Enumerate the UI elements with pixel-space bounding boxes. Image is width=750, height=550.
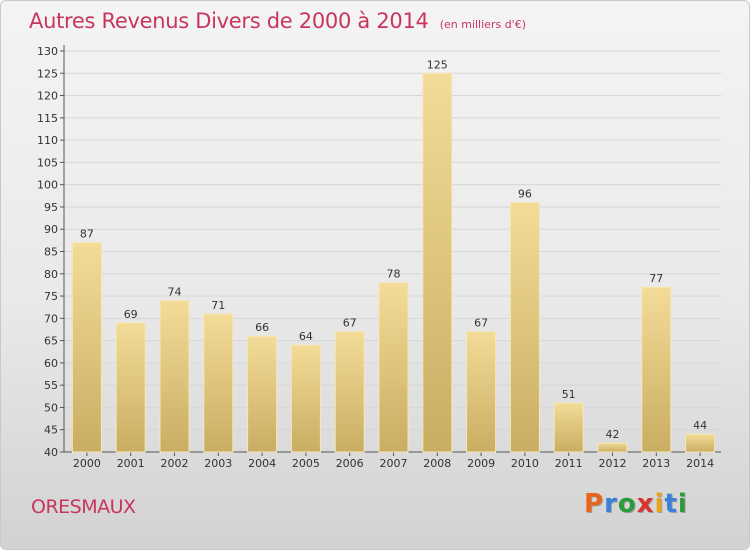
y-tick-label: 90 bbox=[44, 223, 58, 236]
bar bbox=[597, 442, 628, 453]
y-tick-label: 60 bbox=[44, 357, 58, 370]
value-label: 64 bbox=[299, 330, 313, 343]
logo-letter: r bbox=[604, 489, 618, 519]
y-tick-label: 85 bbox=[44, 246, 58, 259]
y-tick-label: 130 bbox=[37, 45, 58, 58]
y-tick-label: 40 bbox=[44, 446, 58, 459]
y-tick-label: 75 bbox=[44, 290, 58, 303]
bar bbox=[466, 331, 497, 453]
bar bbox=[247, 335, 278, 453]
value-label: 67 bbox=[343, 317, 357, 330]
y-tick-label: 55 bbox=[44, 379, 58, 392]
chart-subtitle: (en milliers d'€) bbox=[439, 18, 526, 31]
x-tick-label: 2009 bbox=[467, 457, 495, 470]
bar bbox=[334, 331, 365, 453]
logo-letter: i bbox=[654, 489, 665, 519]
logo-letter: o bbox=[617, 489, 637, 519]
logo-letter: x bbox=[636, 489, 655, 519]
chart-title: Autres Revenus Divers de 2000 à 2014 bbox=[29, 9, 429, 33]
x-tick-label: 2011 bbox=[555, 457, 583, 470]
bar bbox=[159, 300, 190, 453]
value-label: 69 bbox=[124, 308, 138, 321]
y-tick-label: 125 bbox=[37, 67, 58, 80]
x-tick-label: 2002 bbox=[161, 457, 189, 470]
x-tick-label: 2010 bbox=[511, 457, 539, 470]
bars bbox=[71, 72, 716, 453]
value-label: 87 bbox=[80, 228, 94, 241]
bar bbox=[71, 242, 102, 453]
x-tick-label: 2012 bbox=[599, 457, 627, 470]
value-label: 71 bbox=[211, 299, 225, 312]
y-tick-label: 120 bbox=[37, 90, 58, 103]
y-tick-label: 65 bbox=[44, 335, 58, 348]
chart-title-row: Autres Revenus Divers de 2000 à 2014 (en… bbox=[29, 9, 526, 33]
y-tick-label: 100 bbox=[37, 179, 58, 192]
logo-letter: t bbox=[664, 489, 678, 519]
x-tick-label: 2007 bbox=[380, 457, 408, 470]
value-label: 77 bbox=[649, 272, 663, 285]
logo-letter: P bbox=[584, 489, 605, 519]
x-tick-label: 2003 bbox=[204, 457, 232, 470]
value-label: 66 bbox=[255, 321, 269, 334]
bar bbox=[641, 286, 672, 453]
bar bbox=[553, 402, 584, 453]
value-label: 96 bbox=[518, 187, 532, 200]
x-tick-label: 2006 bbox=[336, 457, 364, 470]
y-tick-label: 50 bbox=[44, 401, 58, 414]
value-label: 74 bbox=[168, 286, 182, 299]
x-tick-labels: 2000 2001 2002 2003 2004 2005 2006 2007 2008 2009… bbox=[73, 457, 714, 470]
bar bbox=[203, 313, 234, 453]
bar bbox=[115, 322, 146, 453]
value-labels: 87 69 74 71 66 64 67 78 125 67 96 51 42 77 44 bbox=[80, 58, 707, 441]
x-tick-label: 2014 bbox=[686, 457, 714, 470]
x-tick-label: 2005 bbox=[292, 457, 320, 470]
value-label: 67 bbox=[474, 317, 488, 330]
value-label: 51 bbox=[562, 388, 576, 401]
x-tick-label: 2013 bbox=[642, 457, 670, 470]
y-tick-label: 80 bbox=[44, 268, 58, 281]
bar bbox=[378, 282, 409, 453]
x-tick-label: 2001 bbox=[117, 457, 145, 470]
bar bbox=[422, 72, 453, 453]
proxiti-logo: Proxiti bbox=[584, 489, 688, 519]
y-tick-label: 110 bbox=[37, 134, 58, 147]
bar bbox=[509, 201, 540, 453]
y-tick-labels: 40 45 50 55 60 65 70 75 80 85 90 95 100 105 110 115 120 1… bbox=[37, 45, 58, 459]
value-label: 42 bbox=[606, 428, 620, 441]
x-tick-label: 2004 bbox=[248, 457, 276, 470]
x-tick-label: 2000 bbox=[73, 457, 101, 470]
x-tick-label: 2008 bbox=[423, 457, 451, 470]
value-label: 78 bbox=[387, 268, 401, 281]
y-tick-label: 115 bbox=[37, 112, 58, 125]
y-tick-label: 105 bbox=[37, 156, 58, 169]
bar bbox=[290, 344, 321, 453]
y-tick-label: 95 bbox=[44, 201, 58, 214]
logo-letter: i bbox=[677, 489, 688, 519]
place-name: ORESMAUX bbox=[31, 496, 136, 518]
y-tick-label: 70 bbox=[44, 312, 58, 325]
value-label: 125 bbox=[427, 58, 448, 71]
y-tick-label: 45 bbox=[44, 424, 58, 437]
value-label: 44 bbox=[693, 419, 707, 432]
bar bbox=[685, 433, 716, 453]
